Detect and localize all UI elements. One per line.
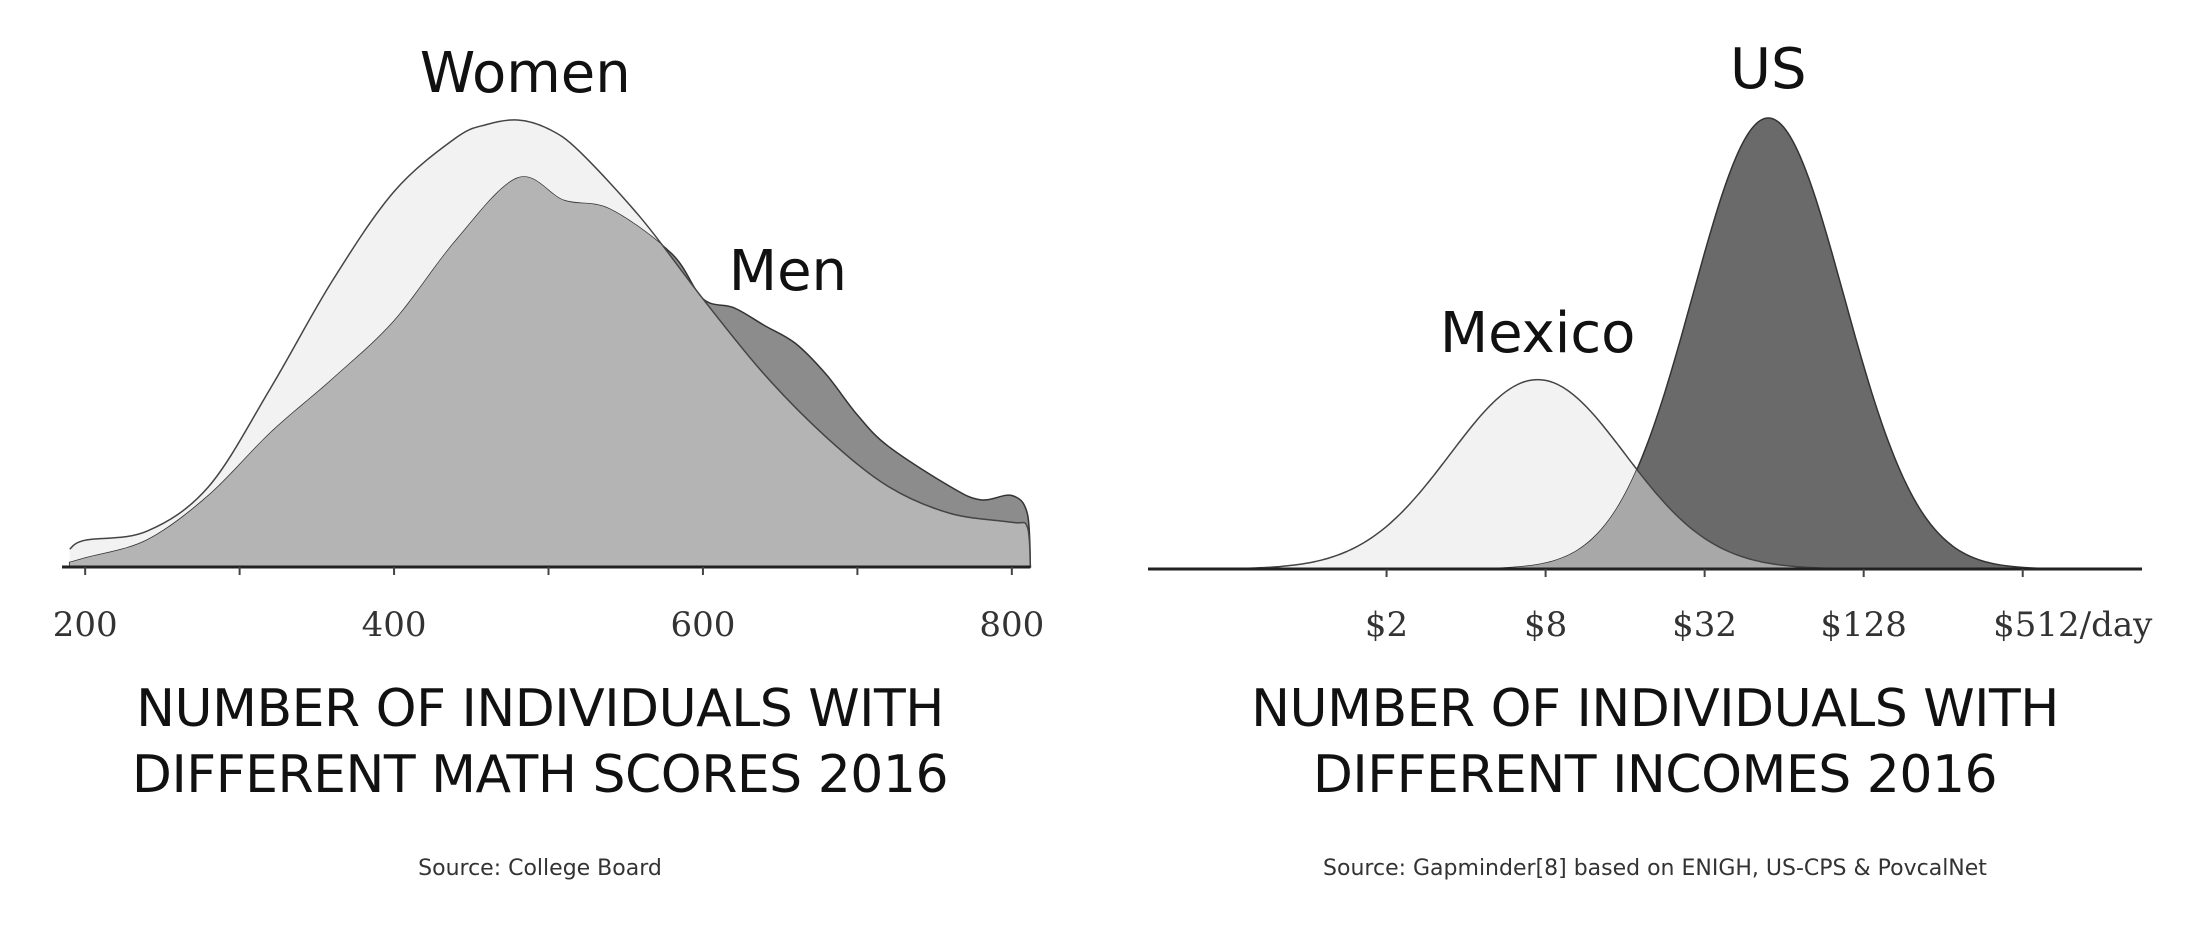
math-scores-chart: 200 400 600 800 Women Men bbox=[53, 41, 1045, 645]
income-tick-label: $128 bbox=[1820, 605, 1907, 645]
math-chart-source: Source: College Board bbox=[418, 856, 662, 881]
income-title-line-1: NUMBER OF INDIVIDUALS WITH bbox=[1251, 679, 2059, 739]
income-tick-label: $8 bbox=[1524, 605, 1567, 645]
math-title-line-2: DIFFERENT MATH SCORES 2016 bbox=[131, 745, 949, 805]
women-distribution-outline bbox=[69, 119, 1032, 568]
math-title-line-1: NUMBER OF INDIVIDUALS WITH bbox=[136, 679, 944, 739]
mexico-distribution-area bbox=[1148, 379, 2142, 569]
math-tick-label: 200 bbox=[53, 605, 118, 645]
income-tick-label: $2 bbox=[1365, 605, 1408, 645]
income-chart: $2 $8 $32 $128 $512/day Mexico US bbox=[1148, 37, 2153, 645]
income-chart-title: NUMBER OF INDIVIDUALS WITH DIFFERENT INC… bbox=[1150, 676, 2160, 808]
series-label-mexico: Mexico bbox=[1440, 301, 1636, 366]
women-men-overlap-area bbox=[69, 176, 1031, 567]
math-chart-title: NUMBER OF INDIVIDUALS WITH DIFFERENT MAT… bbox=[20, 676, 1060, 808]
income-x-ticks: $2 $8 $32 $128 $512/day bbox=[1365, 569, 2153, 645]
math-tick-label: 400 bbox=[362, 605, 427, 645]
math-x-ticks: 200 400 600 800 bbox=[53, 567, 1044, 645]
math-tick-label: 600 bbox=[670, 605, 735, 645]
income-tick-label: $512/day bbox=[1993, 605, 2153, 645]
income-chart-source: Source: Gapminder[8] based on ENIGH, US-… bbox=[1323, 856, 1987, 881]
series-label-women: Women bbox=[420, 41, 631, 106]
income-title-line-2: DIFFERENT INCOMES 2016 bbox=[1312, 745, 1998, 805]
income-tick-label: $32 bbox=[1672, 605, 1737, 645]
math-tick-label: 800 bbox=[979, 605, 1044, 645]
series-label-us: US bbox=[1730, 37, 1807, 102]
series-label-men: Men bbox=[729, 239, 847, 304]
